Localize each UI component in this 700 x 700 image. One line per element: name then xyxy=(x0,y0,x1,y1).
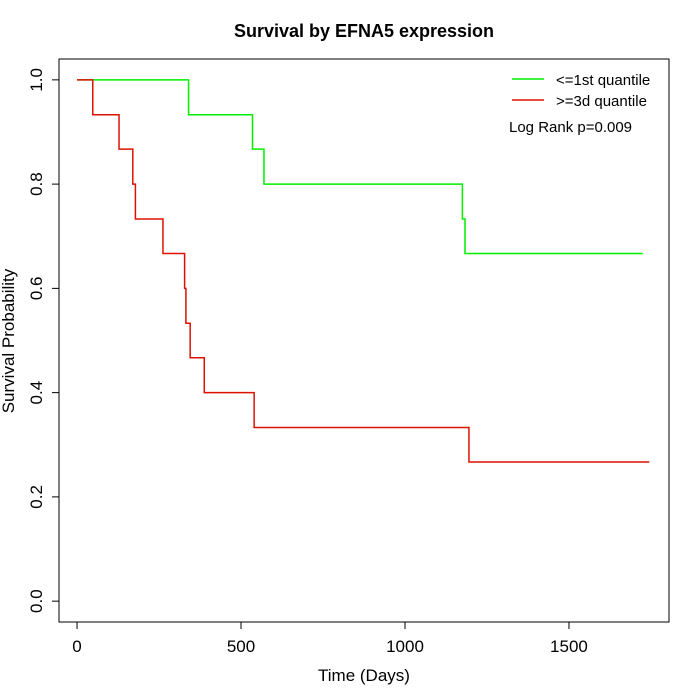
y-tick-label: 1.0 xyxy=(27,68,46,92)
x-tick-label: 500 xyxy=(227,637,255,656)
y-axis: 0.0 0.2 0.4 0.6 0.8 1.0 xyxy=(27,68,60,613)
legend-label-low: <=1st quantile xyxy=(556,72,650,89)
x-axis-label: Time (Days) xyxy=(318,666,410,685)
y-axis-label: Survival Probability xyxy=(0,268,18,413)
series-line-0 xyxy=(77,79,643,255)
legend-label-high: >=3d quantile xyxy=(556,93,647,110)
log-rank-annotation: Log Rank p=0.009 xyxy=(509,119,632,136)
legend: <=1st quantile >=3d quantile xyxy=(512,72,650,110)
x-tick-label: 0 xyxy=(72,637,81,656)
series-layer xyxy=(77,79,650,463)
series-line-1 xyxy=(77,79,650,463)
y-tick-label: 0.8 xyxy=(27,172,46,196)
plot-frame xyxy=(58,58,670,623)
y-tick-label: 0.2 xyxy=(27,485,46,509)
x-tick-label: 1500 xyxy=(550,637,588,656)
chart-title: Survival by EFNA5 expression xyxy=(234,21,494,41)
x-axis: 0 500 1000 1500 xyxy=(72,621,588,656)
y-tick-label: 0.0 xyxy=(27,589,46,613)
x-tick-label: 1000 xyxy=(386,637,424,656)
y-tick-label: 0.4 xyxy=(27,381,46,405)
y-tick-label: 0.6 xyxy=(27,277,46,301)
